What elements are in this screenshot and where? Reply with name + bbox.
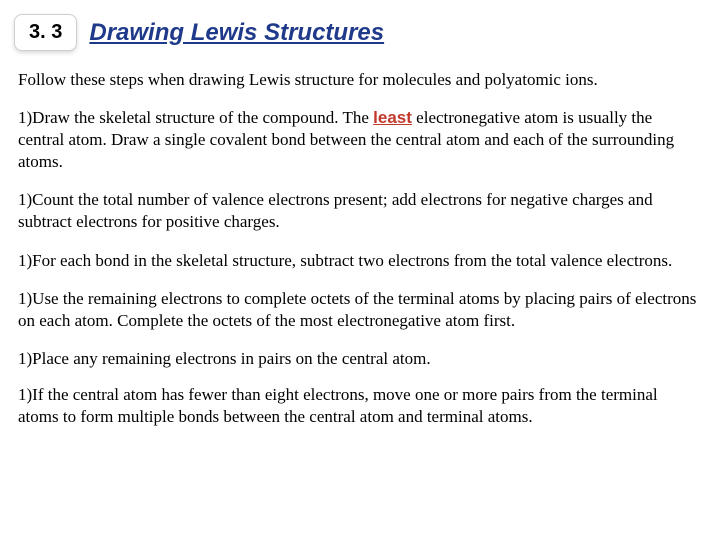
- body-content: Follow these steps when drawing Lewis st…: [0, 51, 720, 428]
- step-5-text: 1)Place any remaining electrons in pairs…: [18, 349, 431, 368]
- step-1-prefix: 1)Draw the skeletal structure of the com…: [18, 108, 373, 127]
- step-1-emphasis: least: [373, 108, 412, 127]
- section-title: Drawing Lewis Structures: [89, 19, 384, 47]
- step-6-text: 1)If the central atom has fewer than eig…: [18, 385, 658, 426]
- step-1: 1)Draw the skeletal structure of the com…: [18, 107, 702, 173]
- step-5: 1)Place any remaining electrons in pairs…: [18, 348, 702, 370]
- intro-text: Follow these steps when drawing Lewis st…: [18, 69, 702, 91]
- section-number: 3. 3: [29, 21, 62, 43]
- step-2-text: 1)Count the total number of valence elec…: [18, 190, 653, 231]
- step-3-text: 1)For each bond in the skeletal structur…: [18, 251, 672, 270]
- step-3: 1)For each bond in the skeletal structur…: [18, 250, 702, 272]
- section-number-badge: 3. 3: [14, 14, 77, 51]
- step-2: 1)Count the total number of valence elec…: [18, 189, 702, 233]
- step-4-text: 1)Use the remaining electrons to complet…: [18, 289, 696, 330]
- section-header: 3. 3 Drawing Lewis Structures: [0, 0, 720, 51]
- step-6: 1)If the central atom has fewer than eig…: [18, 384, 702, 428]
- step-4: 1)Use the remaining electrons to complet…: [18, 288, 702, 332]
